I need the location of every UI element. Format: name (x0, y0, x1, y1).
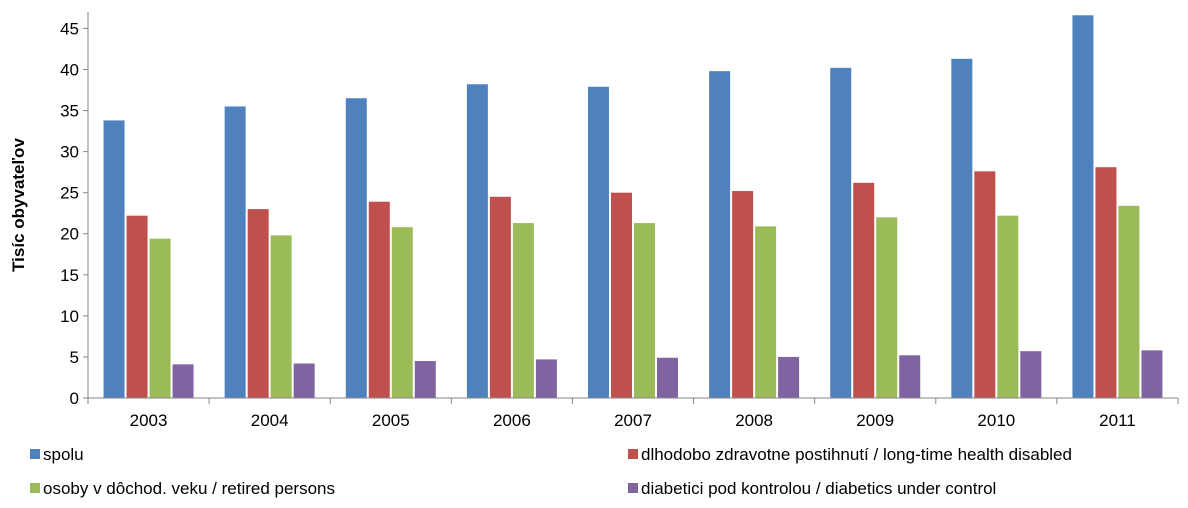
bar-2008-series-4 (778, 356, 800, 398)
bar-2003-series-2 (126, 215, 148, 398)
x-tick-label-2009: 2009 (856, 411, 894, 430)
legend-label-3: osoby v dôchod. veku / retired persons (43, 479, 335, 498)
bar-2010-series-2 (974, 171, 996, 398)
bar-2005-series-1 (345, 98, 367, 398)
bar-2004-series-3 (270, 235, 292, 398)
x-tick-label-2008: 2008 (735, 411, 773, 430)
legend-swatch-3 (30, 483, 40, 493)
bar-2003-series-1 (103, 120, 125, 398)
bars-layer (103, 15, 1163, 399)
bar-2003-series-3 (149, 238, 171, 398)
bar-2008-series-3 (755, 226, 777, 398)
bar-2006-series-3 (512, 223, 534, 398)
x-tick-label-2011: 2011 (1099, 411, 1136, 430)
bar-2007-series-2 (611, 192, 632, 398)
bar-2009-series-3 (876, 217, 898, 398)
bar-2010-series-3 (997, 215, 1019, 398)
bar-2004-series-2 (247, 209, 269, 398)
bar-2005-series-2 (368, 201, 390, 398)
bar-2005-series-3 (391, 227, 413, 398)
y-tick-label-5: 5 (70, 348, 79, 367)
legend-swatch-2 (628, 449, 638, 459)
y-tick-label-45: 45 (60, 19, 79, 38)
legend: spolu dlhodobo zdravotne postihnutí / lon… (30, 445, 1072, 498)
bar-2007-series-3 (634, 223, 655, 398)
x-tick-label-2007: 2007 (614, 411, 652, 430)
bar-2009-series-2 (853, 182, 875, 398)
bar-2009-series-1 (830, 67, 852, 399)
y-tick-label-0: 0 (70, 389, 79, 408)
legend-label-2: dlhodobo zdravotne postihnutí / long-tim… (641, 445, 1072, 464)
bar-2008-series-2 (732, 191, 754, 398)
y-axis-label: Tisíc obyvateľov (9, 138, 28, 272)
bar-2011-series-1 (1072, 15, 1094, 399)
bar-2003-series-4 (172, 364, 194, 398)
bar-2006-series-1 (466, 84, 488, 398)
bar-2004-series-4 (293, 363, 315, 398)
y-tick-label-15: 15 (60, 266, 79, 285)
bar-2011-series-2 (1095, 167, 1117, 398)
bar-2007-series-1 (588, 86, 609, 398)
bar-2008-series-1 (709, 71, 731, 399)
y-tick-label-25: 25 (60, 184, 79, 203)
legend-swatch-1 (30, 449, 40, 459)
legend-label-4: diabetici pod kontrolou / diabetics unde… (641, 479, 996, 498)
y-tick-label-30: 30 (60, 143, 79, 162)
y-tick-label-35: 35 (60, 102, 79, 121)
y-tick-label-20: 20 (60, 225, 79, 244)
x-tick-label-2006: 2006 (493, 411, 531, 430)
bar-2005-series-4 (414, 361, 436, 398)
bar-2006-series-2 (489, 196, 511, 398)
axes-layer: 0 5 10 15 20 25 30 35 40 45 2003 2004 2005 2006 2007 20… (60, 12, 1179, 430)
x-tick-label-2004: 2004 (251, 411, 289, 430)
legend-label-1: spolu (43, 445, 84, 464)
bar-2011-series-4 (1141, 350, 1163, 398)
x-tick-label-2003: 2003 (130, 411, 168, 430)
bar-2011-series-3 (1118, 205, 1140, 398)
x-tick-label-2010: 2010 (977, 411, 1015, 430)
y-tick-label-10: 10 (60, 307, 79, 326)
x-tick-label-2005: 2005 (372, 411, 410, 430)
bar-2004-series-1 (224, 106, 246, 398)
bar-2010-series-1 (951, 58, 973, 398)
y-tick-label-40: 40 (60, 60, 79, 79)
legend-swatch-4 (628, 483, 638, 493)
bar-2007-series-4 (657, 357, 678, 398)
bar-2009-series-4 (899, 355, 921, 398)
bar-2010-series-4 (1020, 351, 1042, 398)
bar-2006-series-4 (535, 359, 557, 398)
